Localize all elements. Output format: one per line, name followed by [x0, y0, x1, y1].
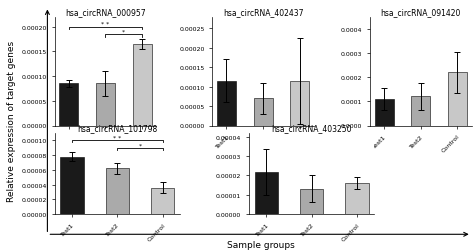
Bar [254, 99, 273, 126]
Bar [290, 81, 310, 126]
Bar [96, 84, 115, 126]
Bar [151, 188, 174, 214]
Bar [59, 84, 78, 126]
Title: hsa_circRNA_101798: hsa_circRNA_101798 [77, 124, 157, 133]
Bar [106, 169, 129, 214]
Bar [345, 183, 369, 214]
Title: hsa_circRNA_000957: hsa_circRNA_000957 [65, 8, 146, 17]
Title: hsa_circRNA_091420: hsa_circRNA_091420 [381, 8, 461, 17]
Text: *: * [138, 143, 142, 148]
Title: hsa_circRNA_403250: hsa_circRNA_403250 [272, 124, 352, 133]
Text: Sample groups: Sample groups [227, 240, 294, 249]
Bar [300, 189, 323, 214]
Bar [411, 97, 430, 126]
Text: * *: * * [101, 22, 109, 27]
Bar [217, 81, 236, 126]
Text: * *: * * [113, 136, 121, 140]
Text: Relative expression of target genes: Relative expression of target genes [8, 41, 16, 201]
Bar [133, 45, 152, 126]
Title: hsa_circRNA_402437: hsa_circRNA_402437 [223, 8, 303, 17]
Text: *: * [122, 29, 125, 34]
Bar [255, 172, 278, 214]
Bar [60, 157, 84, 214]
Bar [374, 100, 393, 126]
Bar [448, 73, 467, 126]
